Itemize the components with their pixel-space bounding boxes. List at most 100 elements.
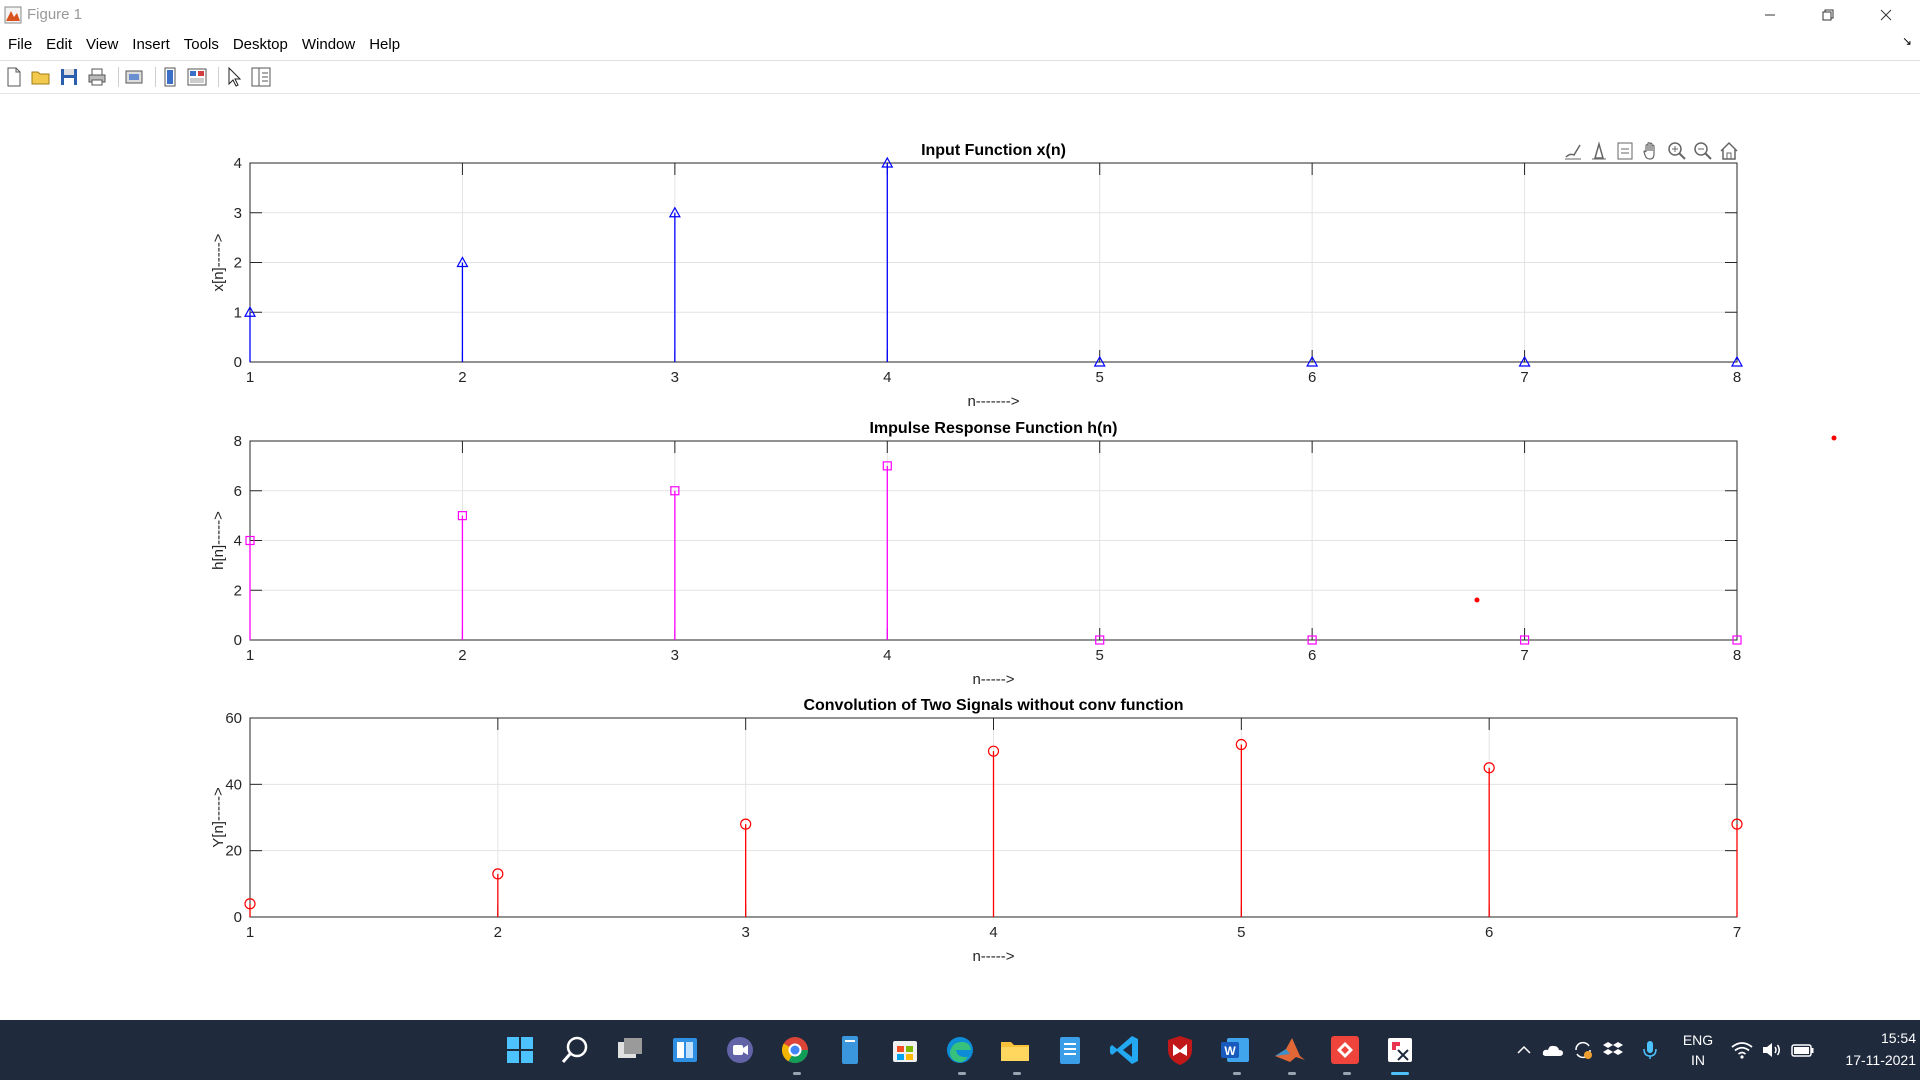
- dropbox-icon[interactable]: [1601, 1038, 1625, 1062]
- y-axis-label: h[n]----->: [210, 511, 227, 570]
- x-tick-label: 6: [1485, 924, 1493, 941]
- volume-icon[interactable]: [1760, 1038, 1784, 1062]
- word-icon[interactable]: W: [1215, 1030, 1255, 1070]
- edge-icon[interactable]: [940, 1030, 980, 1070]
- restore-button[interactable]: [1800, 0, 1856, 30]
- property-inspector-icon[interactable]: [249, 65, 273, 89]
- menu-tools[interactable]: Tools: [183, 35, 219, 53]
- menu-window[interactable]: Window: [301, 35, 356, 53]
- show-plot-tools-icon[interactable]: [185, 65, 209, 89]
- running-indicator: [793, 1072, 801, 1075]
- new-figure-icon[interactable]: [2, 65, 26, 89]
- print-icon[interactable]: [85, 65, 109, 89]
- mcafee-icon[interactable]: [1160, 1030, 1200, 1070]
- menu-bar: File Edit View Insert Tools Desktop Wind…: [0, 32, 1920, 56]
- wifi-icon[interactable]: [1730, 1038, 1754, 1062]
- y-tick-label: 4: [234, 155, 242, 172]
- clock-date[interactable]: 17-11-2021: [1845, 1052, 1916, 1068]
- figure-canvas: 1 2 3 4 5 6 7 8 0 1 2 3 4 Input Function x(n) n-------…: [0, 94, 1920, 1020]
- export-icon[interactable]: [1614, 140, 1636, 162]
- minimize-icon: [1765, 14, 1775, 16]
- restore-icon: [1822, 9, 1834, 21]
- minimize-button[interactable]: [1742, 0, 1798, 30]
- stem-marker: [987, 745, 1000, 757]
- figure-toolbar: [0, 60, 1920, 94]
- matlab-icon[interactable]: [1270, 1030, 1310, 1070]
- data-tips-icon[interactable]: [1588, 140, 1610, 162]
- axes-impulse-response[interactable]: 1 2 3 4 5 6 7 8 0 2 4 6 8 Impulse Response Function h…: [210, 420, 1742, 688]
- teams-chat-icon[interactable]: [720, 1030, 760, 1070]
- menu-edit[interactable]: Edit: [46, 35, 73, 53]
- print-preview-icon[interactable]: [122, 65, 146, 89]
- restore-view-icon[interactable]: [1718, 140, 1740, 162]
- y-tick-label: 6: [234, 483, 242, 500]
- axes-toolbar: [1562, 140, 1740, 162]
- pan-icon[interactable]: [1640, 140, 1662, 162]
- x-tick-label: 6: [1308, 369, 1316, 386]
- zoom-out-icon[interactable]: [1692, 140, 1714, 162]
- stem-marker: [1730, 355, 1744, 367]
- brush-icon[interactable]: [1562, 140, 1584, 162]
- axes-convolution[interactable]: 1 2 3 4 5 6 7 0 20 40 60 Convolution of Two Signals…: [210, 697, 1743, 965]
- running-indicator: [1288, 1072, 1296, 1075]
- y-tick-label: 40: [225, 776, 242, 793]
- axes-title: Convolution of Two Signals without conv …: [803, 697, 1183, 714]
- y-tick-label: 0: [234, 354, 242, 371]
- stem-marker: [740, 818, 752, 830]
- x-tick-label: 3: [671, 647, 679, 664]
- widgets-icon[interactable]: [665, 1030, 705, 1070]
- edit-plot-icon[interactable]: [222, 65, 246, 89]
- dock-arrow-icon[interactable]: ↘: [1901, 34, 1912, 48]
- x-tick-label: 1: [246, 924, 254, 941]
- chrome-icon[interactable]: [775, 1030, 815, 1070]
- store-icon[interactable]: [885, 1030, 925, 1070]
- x-tick-label: 3: [671, 369, 679, 386]
- x-tick-label: 2: [494, 924, 502, 941]
- x-tick-label: 8: [1733, 369, 1741, 386]
- sync-icon[interactable]: [1571, 1038, 1595, 1062]
- snipping-tool-icon[interactable]: [1380, 1030, 1420, 1070]
- x-axis-label: n------->: [967, 393, 1019, 410]
- stem-marker: [882, 461, 892, 471]
- menu-desktop[interactable]: Desktop: [232, 35, 288, 53]
- y-tick-label: 60: [225, 710, 242, 727]
- x-axis-label: n----->: [972, 671, 1014, 688]
- open-file-icon[interactable]: [29, 65, 53, 89]
- menu-insert[interactable]: Insert: [132, 35, 170, 53]
- region-indicator[interactable]: IN: [1691, 1052, 1705, 1068]
- windows-start-icon[interactable]: [500, 1030, 540, 1070]
- battery-icon[interactable]: [1790, 1038, 1816, 1062]
- x-tick-label: 2: [458, 369, 466, 386]
- notes-icon[interactable]: [1050, 1030, 1090, 1070]
- save-icon[interactable]: [57, 65, 81, 89]
- stem-marker: [1235, 738, 1247, 751]
- anydesk-icon[interactable]: [1325, 1030, 1365, 1070]
- file-explorer-icon[interactable]: [995, 1030, 1035, 1070]
- axes-title: Impulse Response Function h(n): [869, 420, 1117, 437]
- task-view-icon[interactable]: [610, 1030, 650, 1070]
- menu-view[interactable]: View: [86, 35, 119, 53]
- show-hidden-icons-icon[interactable]: [1514, 1040, 1534, 1060]
- x-tick-label: 7: [1733, 924, 1741, 941]
- x-tick-label: 4: [883, 369, 891, 386]
- clock-time[interactable]: 15:54: [1880, 1030, 1916, 1046]
- stem-marker: [1095, 635, 1105, 645]
- onedrive-icon[interactable]: [1541, 1040, 1565, 1060]
- vscode-icon[interactable]: [1105, 1030, 1145, 1070]
- svg-text:W: W: [1224, 1044, 1236, 1058]
- menu-help[interactable]: Help: [369, 35, 401, 53]
- stem-marker: [1093, 355, 1106, 367]
- microphone-icon[interactable]: [1638, 1038, 1662, 1062]
- notepad-doc-icon[interactable]: [830, 1030, 870, 1070]
- x-tick-label: 5: [1096, 647, 1104, 664]
- language-indicator[interactable]: ENG: [1682, 1032, 1714, 1048]
- stray-red-dot: [1831, 435, 1837, 441]
- zoom-in-icon[interactable]: [1666, 140, 1688, 162]
- search-icon[interactable]: [555, 1030, 595, 1070]
- hide-plot-tools-icon[interactable]: [158, 65, 182, 89]
- close-button[interactable]: [1858, 0, 1914, 30]
- stem-marker: [457, 511, 468, 521]
- menu-file[interactable]: File: [8, 35, 33, 53]
